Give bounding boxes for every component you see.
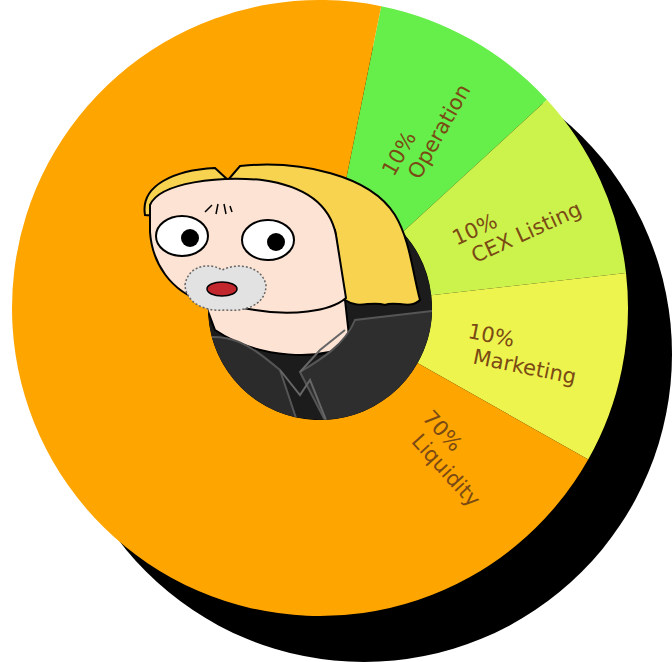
labels: 10%Operation10%CEX Listing 10%Marketing 70… <box>377 68 585 511</box>
category-label: Liquidity <box>407 429 485 511</box>
eye <box>156 216 208 256</box>
slice <box>12 0 588 616</box>
pupil <box>181 229 199 247</box>
data-label: 70%Liquidity <box>400 406 503 512</box>
category-label: Operation <box>403 80 475 183</box>
head <box>145 165 420 313</box>
mouth <box>207 282 237 296</box>
category-label: CEX Listing <box>468 197 585 268</box>
lapel <box>280 330 345 430</box>
data-label: 10%CEX Listing <box>449 175 586 272</box>
data-label: 10%Marketing <box>461 319 583 389</box>
category-label: Marketing <box>471 345 578 389</box>
jacket <box>180 337 300 430</box>
data-label: 10%Operation <box>377 68 475 191</box>
jacket <box>300 310 440 430</box>
face <box>150 179 346 313</box>
eye <box>242 220 294 260</box>
slices <box>12 0 628 616</box>
pupil <box>267 233 285 251</box>
frown <box>205 204 232 214</box>
beard <box>185 266 266 310</box>
chart: 10%Operation10%CEX Listing 10%Marketing 70… <box>0 0 672 662</box>
